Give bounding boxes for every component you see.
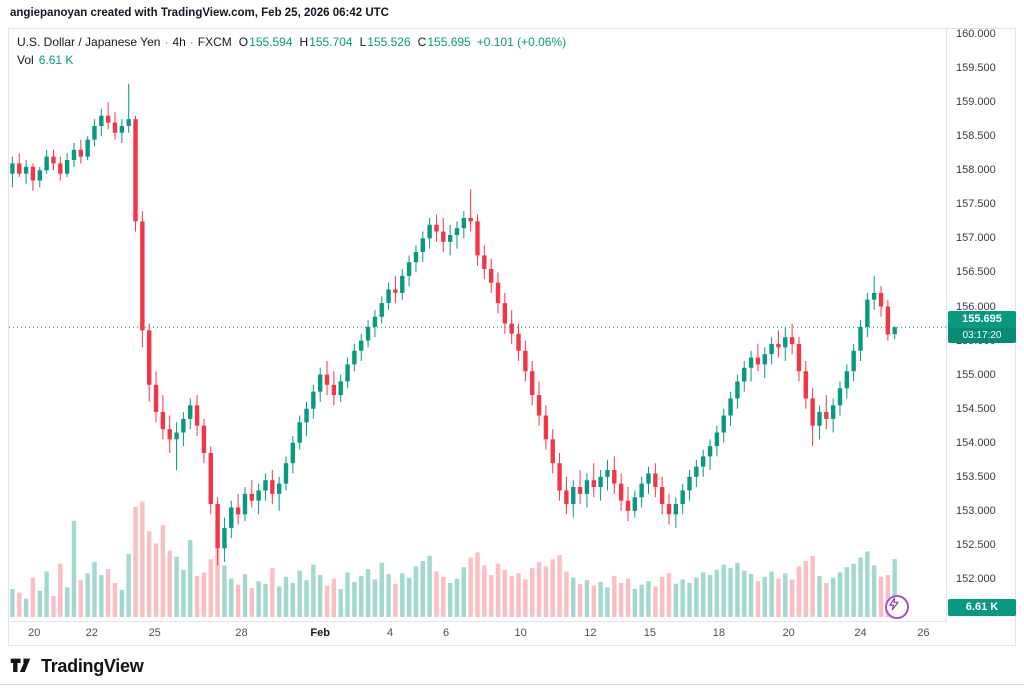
- time-axis-label: 18: [712, 627, 726, 639]
- volume-series: [10, 501, 897, 617]
- candle-series: [10, 83, 897, 566]
- chart-area: U.S. Dollar / Japanese Yen · 4h · FXCM O155.5…: [8, 28, 1016, 646]
- price-pane[interactable]: U.S. Dollar / Japanese Yen · 4h · FXCM O155.5…: [9, 29, 947, 622]
- time-axis-label: 26: [917, 627, 930, 639]
- candlestick-chart[interactable]: [9, 29, 946, 621]
- interval-label[interactable]: 4h: [172, 35, 186, 49]
- price-axis-label: 153.000: [956, 504, 996, 517]
- time-axis-label: 20: [782, 627, 795, 639]
- bar-countdown: 03:17:20: [948, 328, 1016, 344]
- time-axis-label: 12: [584, 627, 597, 639]
- change-value: +0.101 (+0.06%): [476, 35, 567, 49]
- low-label: L: [359, 35, 367, 49]
- volume-badge: 6.61 K: [948, 599, 1016, 616]
- low-value: 155.526: [367, 35, 411, 49]
- legend-separator: ·: [164, 35, 169, 49]
- time-axis-label: 4: [386, 627, 394, 639]
- close-value: 155.695: [427, 35, 471, 49]
- price-axis-label: 154.000: [956, 436, 996, 449]
- tradingview-mark-icon: [10, 658, 31, 672]
- time-axis-label: 22: [85, 627, 98, 639]
- open-value: 155.594: [249, 35, 293, 49]
- open-label: O: [238, 35, 249, 49]
- bottom-divider: [0, 684, 1024, 685]
- last-price-badge[interactable]: 155.695 03:17:20: [948, 311, 1016, 344]
- time-axis-label: 10: [514, 627, 527, 639]
- price-axis-label: 158.500: [956, 130, 996, 143]
- price-axis-label: 156.000: [956, 300, 996, 313]
- volume-legend[interactable]: Vol 6.61 K: [17, 53, 73, 67]
- legend-separator: ·: [189, 35, 194, 49]
- time-axis-label: Feb: [310, 627, 330, 639]
- price-axis-label: 158.000: [956, 164, 996, 177]
- tradingview-logo-text: TradingView: [41, 655, 144, 676]
- price-axis-label: 155.000: [956, 368, 996, 381]
- price-axis-label: 157.000: [956, 232, 996, 245]
- volume-label: Vol: [17, 53, 34, 67]
- symbol-title[interactable]: U.S. Dollar / Japanese Yen: [17, 35, 161, 49]
- price-axis-label: 152.000: [956, 573, 996, 585]
- price-axis-label: 153.500: [956, 470, 996, 483]
- exchange-label[interactable]: FXCM: [197, 35, 232, 49]
- volume-value: 6.61 K: [38, 53, 74, 67]
- price-axis-label: 159.500: [956, 62, 996, 75]
- last-price-value: 155.695: [948, 311, 1016, 329]
- time-axis-label: 24: [854, 627, 867, 639]
- price-axis-label: 152.500: [956, 538, 996, 551]
- time-axis-label: 25: [148, 627, 161, 639]
- chart-legend[interactable]: U.S. Dollar / Japanese Yen · 4h · FXCM O155.5…: [17, 35, 566, 49]
- lightning-bolt-glyph: [889, 597, 899, 611]
- high-label: H: [299, 35, 309, 49]
- tradingview-logo[interactable]: TradingView: [10, 655, 144, 677]
- time-axis-label: 15: [643, 627, 657, 639]
- price-axis-label: 157.500: [956, 198, 996, 211]
- time-axis-label: 20: [28, 627, 41, 639]
- lightning-icon[interactable]: [885, 595, 909, 619]
- close-label: C: [417, 35, 427, 49]
- price-axis-label: 159.000: [956, 96, 996, 109]
- attribution-text: angiepanoyan created with TradingView.co…: [10, 7, 389, 19]
- price-axis-label: 154.500: [956, 402, 996, 415]
- price-axis-label: 160.000: [956, 28, 996, 40]
- time-axis[interactable]: 20 22 25 28 Feb 4 6 10 12 15 18 20 24 26: [9, 622, 946, 647]
- high-value: 155.704: [309, 35, 353, 49]
- time-axis-label: 6: [442, 627, 450, 639]
- price-axis-label: 156.500: [956, 266, 996, 279]
- time-axis-label: 28: [235, 627, 248, 639]
